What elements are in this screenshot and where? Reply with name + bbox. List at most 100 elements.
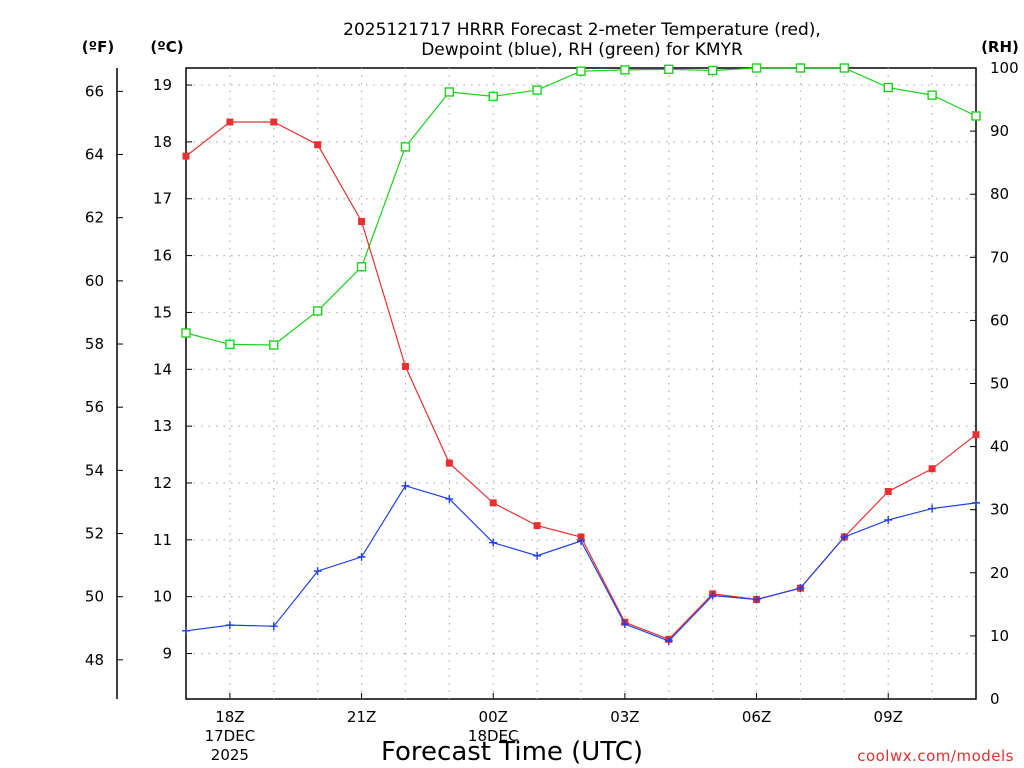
fahrenheit-axis: 48 50 52 54 56 58 60 62 64 66	[85, 82, 123, 669]
data-point	[400, 142, 411, 152]
series-layer	[181, 63, 981, 646]
data-point	[356, 262, 367, 272]
data-point	[314, 141, 322, 149]
time-tick-label: 18Z	[215, 708, 244, 726]
data-point	[707, 65, 718, 76]
fahrenheit-tick-label: 50	[85, 588, 104, 606]
data-point	[357, 552, 366, 561]
fahrenheit-tick-label: 64	[85, 146, 104, 164]
data-point	[927, 90, 937, 100]
time-tick-label: 00Z	[479, 708, 508, 726]
data-point	[533, 522, 541, 530]
celsius-axis: 9 10 11 12 13 14 15 16 17 18 19	[153, 76, 192, 663]
rh-tick-label: 80	[990, 185, 1009, 203]
data-point	[444, 87, 455, 97]
data-point	[972, 498, 980, 507]
rh-axis: 0 10 20 30 40 50 60 70 80 90 100	[970, 59, 1019, 708]
data-point	[226, 118, 234, 126]
fahrenheit-tick-label: 58	[85, 335, 104, 353]
fahrenheit-tick-label: 56	[85, 398, 104, 416]
series-dewpoint	[182, 481, 980, 646]
data-point	[488, 91, 498, 102]
data-point	[225, 339, 235, 350]
data-point	[576, 66, 586, 76]
data-point	[181, 328, 191, 338]
data-point	[489, 499, 497, 507]
data-point	[182, 626, 190, 635]
time-tick-date: 17DEC	[205, 727, 256, 745]
chart-title: 2025121717 HRRR Forecast 2-meter Tempera…	[343, 20, 821, 40]
series-line	[185, 67, 977, 346]
time-tick-label: 06Z	[742, 708, 771, 726]
data-point	[883, 82, 893, 93]
celsius-tick-label: 13	[153, 417, 172, 435]
rh-tick-label: 90	[990, 122, 1009, 140]
rh-tick-label: 60	[990, 311, 1009, 329]
fahrenheit-tick-label: 54	[85, 461, 104, 479]
rh-tick-label: 50	[990, 375, 1009, 393]
chart-subtitle: Dewpoint (blue), RH (green) for KMYR	[421, 40, 743, 60]
time-tick-label: 21Z	[347, 708, 376, 726]
rh-tick-label: 30	[990, 501, 1009, 519]
data-point	[752, 595, 761, 604]
fahrenheit-tick-label: 62	[85, 209, 104, 227]
data-point	[884, 488, 892, 496]
data-point	[532, 85, 542, 95]
data-point	[489, 538, 498, 547]
data-point	[445, 459, 453, 467]
data-point	[664, 637, 673, 646]
rh-tick-label: 40	[990, 438, 1009, 456]
source-credit: coolwx.com/models	[857, 747, 1014, 765]
celsius-tick-label: 19	[153, 76, 172, 94]
fahrenheit-tick-label: 60	[85, 272, 104, 290]
data-point	[708, 591, 717, 600]
celsius-axis-unit: (ºC)	[150, 38, 183, 56]
celsius-tick-label: 17	[153, 190, 172, 208]
time-tick-label: 03Z	[610, 708, 639, 726]
series-rh	[181, 63, 981, 350]
celsius-tick-label: 16	[153, 247, 172, 265]
data-point	[358, 217, 366, 225]
celsius-tick-label: 9	[162, 645, 172, 663]
celsius-tick-label: 15	[153, 303, 172, 321]
data-point	[401, 481, 410, 490]
data-point	[884, 515, 893, 524]
data-point	[795, 63, 806, 73]
time-tick-year: 2025	[211, 746, 249, 764]
data-point	[577, 536, 585, 545]
data-point	[182, 152, 190, 160]
data-point	[313, 567, 322, 576]
fahrenheit-tick-label: 48	[85, 651, 104, 669]
celsius-tick-label: 14	[153, 360, 172, 378]
fahrenheit-axis-unit: (ºF)	[82, 38, 114, 56]
data-point	[225, 621, 234, 630]
fahrenheit-tick-label: 66	[85, 82, 104, 100]
data-point	[269, 340, 279, 350]
data-point	[839, 63, 850, 73]
rh-tick-label: 70	[990, 248, 1009, 266]
rh-axis-unit: (RH)	[981, 38, 1019, 56]
rh-tick-label: 0	[990, 690, 1000, 708]
data-point	[620, 65, 630, 75]
celsius-tick-label: 10	[153, 588, 172, 606]
data-point	[312, 306, 323, 316]
data-point	[269, 622, 278, 631]
data-point	[664, 64, 674, 74]
rh-tick-label: 10	[990, 627, 1009, 645]
celsius-tick-label: 11	[153, 531, 172, 549]
series-line	[185, 121, 977, 641]
data-point	[928, 504, 937, 513]
data-point	[401, 362, 409, 370]
data-point	[533, 551, 542, 560]
rh-tick-label: 100	[990, 59, 1019, 77]
fahrenheit-tick-label: 52	[85, 525, 104, 543]
data-point	[928, 465, 936, 473]
celsius-tick-label: 12	[153, 474, 172, 492]
data-point	[796, 584, 805, 593]
celsius-tick-label: 18	[153, 133, 172, 151]
grid-lines	[186, 68, 976, 699]
time-tick-date: 18DEC	[468, 727, 519, 745]
rh-tick-label: 20	[990, 564, 1009, 582]
